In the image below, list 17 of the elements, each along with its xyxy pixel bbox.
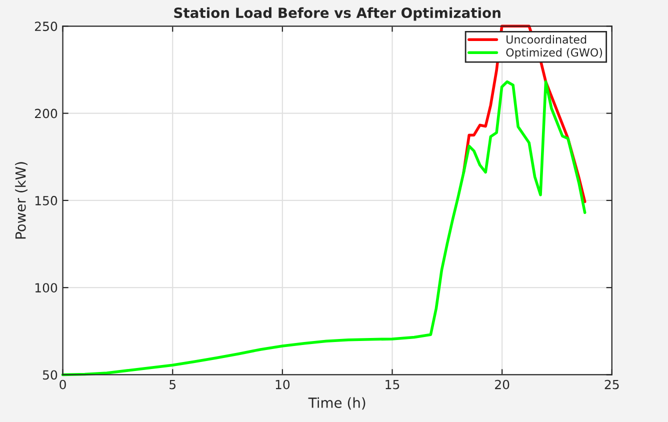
y-tick-label: 250 [34,22,58,32]
y-tick-label: 100 [35,283,58,293]
x-tick-label: 25 [604,380,619,390]
legend-label: Uncoordinated [506,35,586,44]
chart-title: Station Load Before vs After Optimization [174,7,500,21]
x-tick-label: 20 [495,380,510,390]
y-tick-label: 150 [35,196,58,206]
y-axis-title: Power (kW) [15,162,28,239]
y-tick-label: 50 [42,370,58,380]
x-tick-label: 5 [170,380,176,390]
line-series [61,80,586,376]
x-axis-title: Time (h) [308,397,366,410]
x-tick-label: 0 [60,380,66,390]
x-tick-label: 10 [276,380,290,390]
x-tick-label: 15 [386,380,400,390]
legend-label: Optimized (GWO) [506,48,602,59]
y-tick-label: 200 [34,108,58,118]
